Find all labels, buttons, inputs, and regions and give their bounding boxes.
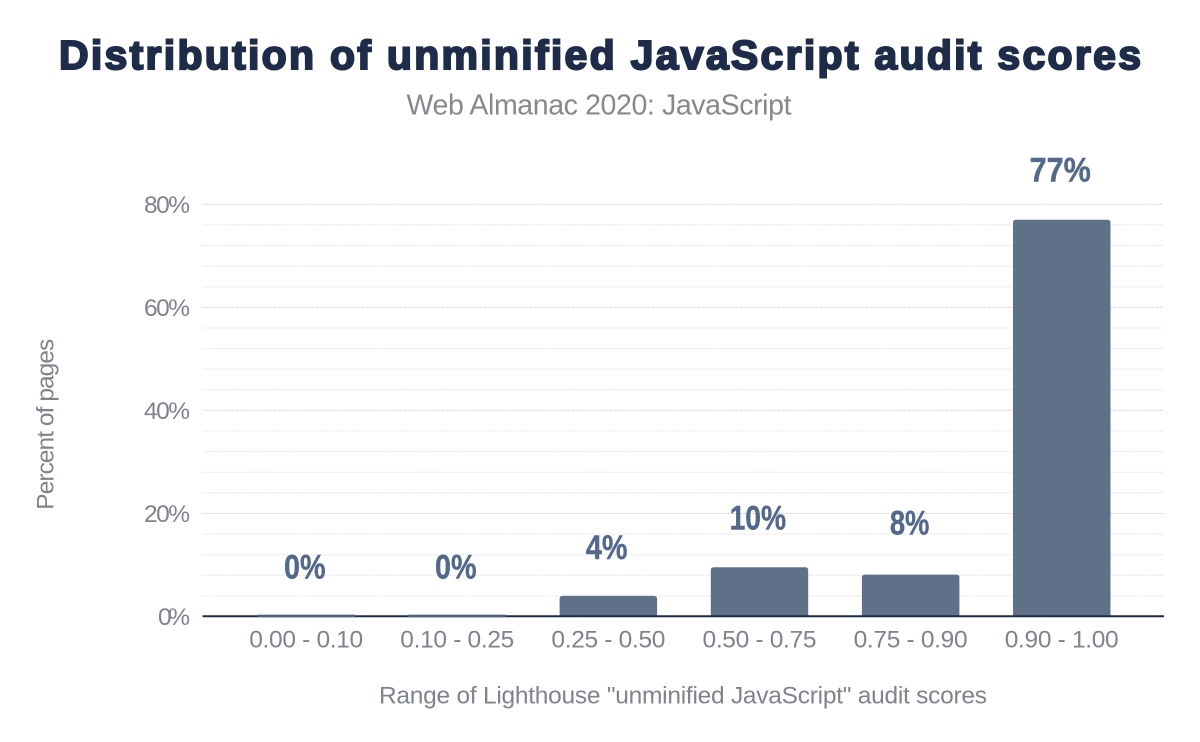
svg-text:0.00 - 0.10: 0.00 - 0.10 <box>249 626 363 653</box>
svg-text:0.75 - 0.90: 0.75 - 0.90 <box>854 626 968 653</box>
svg-text:80%: 80% <box>144 192 190 219</box>
svg-text:0%: 0% <box>284 548 326 586</box>
svg-text:0%: 0% <box>158 604 190 631</box>
svg-text:0%: 0% <box>435 548 477 586</box>
svg-text:77%: 77% <box>1030 151 1091 189</box>
svg-text:Percent of pages: Percent of pages <box>33 339 60 510</box>
svg-text:Distribution of unminified Jav: Distribution of unminified JavaScript au… <box>59 32 1141 78</box>
svg-text:8%: 8% <box>890 504 930 543</box>
svg-text:Web Almanac 2020: JavaScript: Web Almanac 2020: JavaScript <box>407 89 792 121</box>
svg-text:0.50 - 0.75: 0.50 - 0.75 <box>703 626 817 653</box>
svg-text:40%: 40% <box>144 398 190 425</box>
svg-text:20%: 20% <box>144 501 190 528</box>
svg-text:4%: 4% <box>586 529 628 567</box>
svg-text:0.10 - 0.25: 0.10 - 0.25 <box>400 626 514 653</box>
svg-text:60%: 60% <box>144 295 190 322</box>
svg-text:0.25 - 0.50: 0.25 - 0.50 <box>551 626 665 653</box>
svg-text:10%: 10% <box>730 499 786 537</box>
svg-text:0.90 - 1.00: 0.90 - 1.00 <box>1005 626 1119 653</box>
svg-text:Range of Lighthouse "unminifie: Range of Lighthouse "unminified JavaScri… <box>379 683 987 710</box>
